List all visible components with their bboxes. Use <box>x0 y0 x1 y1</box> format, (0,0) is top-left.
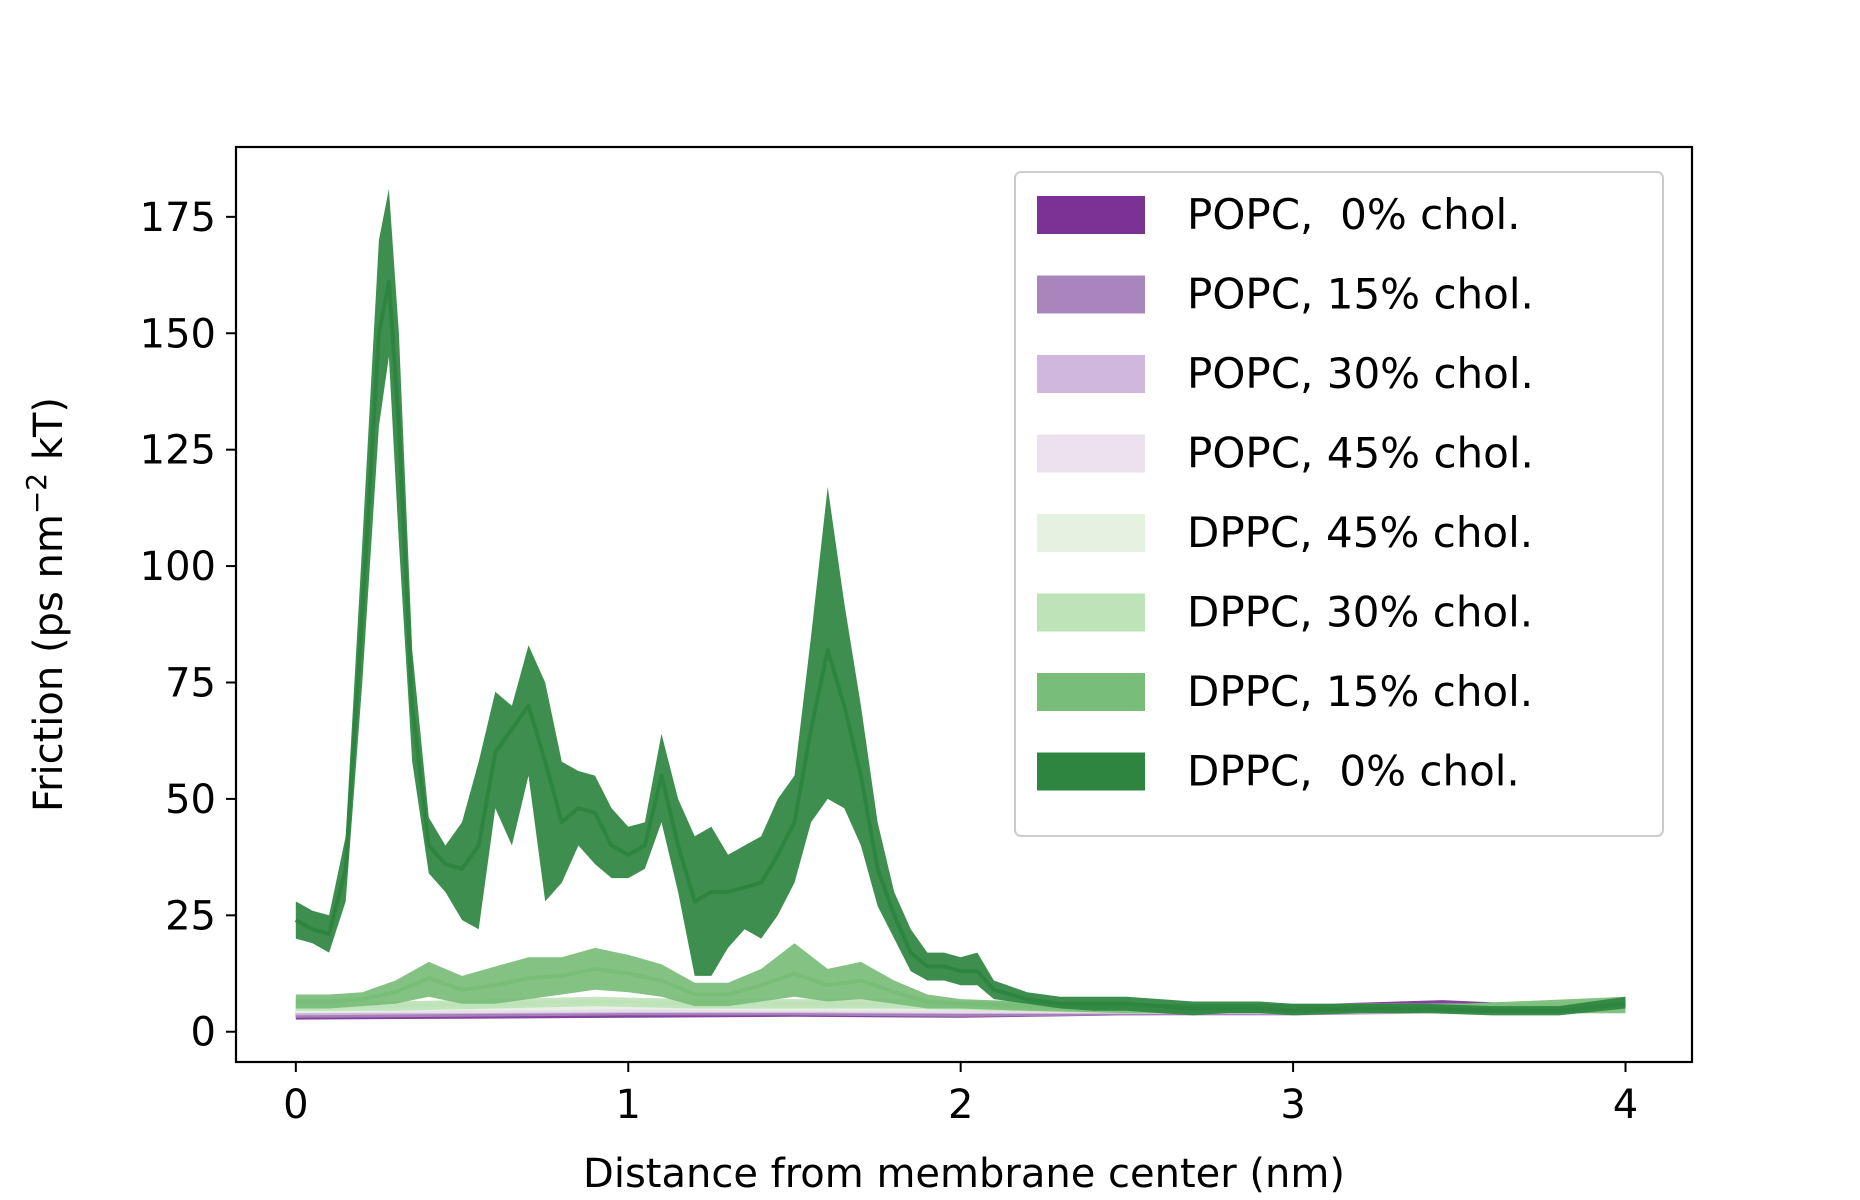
y-tick-label: 75 <box>165 660 216 706</box>
legend-label: DPPC, 45% chol. <box>1187 508 1533 557</box>
legend: POPC, 0% chol. POPC, 15% chol. POPC, 30% c… <box>1014 171 1664 837</box>
legend-label: POPC, 0% chol. <box>1187 190 1521 239</box>
legend-swatch <box>1037 434 1145 473</box>
y-axis-title-prefix: Friction (ps nm <box>26 514 72 812</box>
legend-label: POPC, 15% chol. <box>1187 270 1534 319</box>
x-axis-title: Distance from membrane center (nm) <box>583 1151 1345 1197</box>
y-tick-label: 50 <box>165 777 216 823</box>
series-8-line <box>294 280 1626 1013</box>
series-7-line <box>295 966 1626 1011</box>
y-axis: 0 25 50 75 100 125 150 175 <box>140 195 236 1056</box>
plot-frame <box>234 145 1694 1064</box>
y-axis-title-superscript: −2 <box>20 473 53 514</box>
x-tick-label: 0 <box>283 1082 308 1128</box>
series-7-band <box>295 943 1626 1014</box>
y-axis-title: Friction (ps nm−2 kT) <box>20 397 73 812</box>
x-tick-label: 1 <box>616 1082 641 1128</box>
y-axis-title-suffix: kT) <box>26 397 72 473</box>
legend-swatch <box>1037 593 1145 632</box>
y-tick-label: 175 <box>140 195 216 241</box>
legend-swatch <box>1037 355 1145 393</box>
legend-swatch <box>1037 673 1145 711</box>
x-tick-label: 2 <box>948 1082 973 1128</box>
y-tick-label: 0 <box>191 1010 216 1056</box>
series-layer <box>294 188 1626 1020</box>
y-tick-label: 25 <box>165 893 216 939</box>
x-tick-label: 3 <box>1280 1082 1305 1128</box>
x-axis: 0 1 2 3 4 <box>283 1062 1638 1128</box>
legend-swatch <box>1037 514 1145 552</box>
legend-label: POPC, 45% chol. <box>1187 429 1534 478</box>
legend-swatch <box>1037 275 1145 314</box>
legend-frame <box>1014 171 1664 837</box>
legend-swatch <box>1037 196 1145 234</box>
legend-label: DPPC, 15% chol. <box>1187 667 1533 716</box>
x-tick-label: 4 <box>1613 1082 1638 1128</box>
y-tick-label: 150 <box>140 311 216 357</box>
legend-swatch <box>1037 752 1145 791</box>
legend-label: POPC, 30% chol. <box>1187 349 1534 398</box>
legend-label: DPPC, 0% chol. <box>1187 747 1520 796</box>
legend-label: DPPC, 30% chol. <box>1187 588 1533 637</box>
y-tick-label: 100 <box>140 544 216 590</box>
y-tick-label: 125 <box>140 428 216 474</box>
